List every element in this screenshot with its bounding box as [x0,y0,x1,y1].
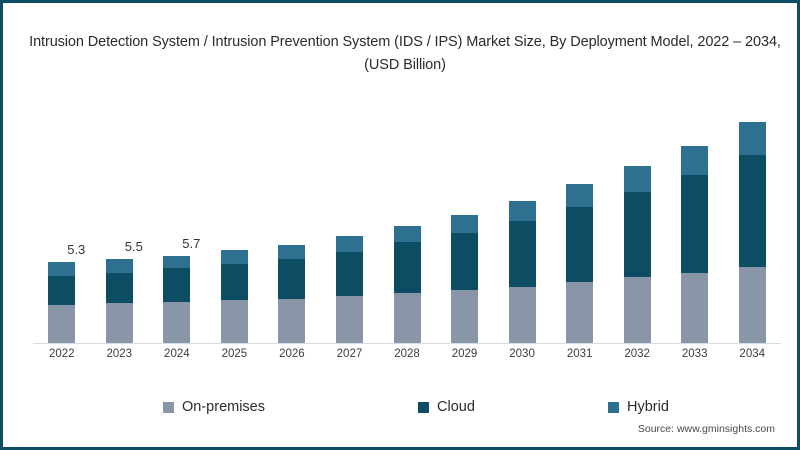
x-axis-baseline [33,343,781,344]
bar-value-label-2023: 5.5 [124,239,143,255]
bar-value-label-2024: 5.7 [182,236,201,252]
x-tick-2027: 2027 [336,348,363,360]
stacked-bar[interactable] [335,236,363,343]
stacked-bar[interactable] [393,225,421,343]
bar-group-2030[interactable] [494,201,550,343]
stacked-bar[interactable]: 5.3 [48,242,85,343]
bar-segment-on-premises-2026[interactable] [278,298,306,343]
legend-swatch-on-premises [163,401,174,413]
chart-inner-frame: Intrusion Detection System / Intrusion P… [6,6,797,447]
bar-segment-on-premises-2031[interactable] [566,282,594,343]
bar-segment-hybrid-2031[interactable] [566,184,594,208]
bar-group-2022[interactable]: 5.3 [34,242,90,343]
x-tick-2033: 2033 [681,348,708,360]
bar-group-2032[interactable] [609,166,665,343]
bar-group-2027[interactable] [321,236,377,343]
chart-legend: On-premises Cloud Hybrid [33,399,781,425]
bar-segment-cloud-2025[interactable] [220,263,248,301]
stacked-bar[interactable] [623,166,651,343]
source-attribution: Source: www.gminsights.com [637,423,775,435]
x-tick-2026: 2026 [279,348,305,360]
bar-group-2026[interactable] [264,245,320,343]
bar-segment-hybrid-2032[interactable] [623,166,651,193]
bar-segment-on-premises-2033[interactable] [681,272,709,343]
stacked-bar[interactable]: 5.5 [105,239,143,343]
bar-segment-cloud-2022[interactable] [48,275,76,305]
bar-group-2031[interactable] [552,184,608,343]
legend-item-cloud[interactable]: Cloud [418,399,475,415]
x-tick-2025: 2025 [221,348,248,360]
stacked-bar[interactable] [220,250,248,343]
bar-group-2034[interactable] [724,121,780,343]
stacked-bar[interactable] [566,184,594,343]
bar-segment-hybrid-2024[interactable] [163,256,191,269]
bar-group-2029[interactable] [437,214,493,343]
legend-label: Cloud [437,399,475,415]
stacked-bar[interactable] [508,201,536,343]
bar-segment-on-premises-2024[interactable] [163,301,191,343]
bar-group-2028[interactable] [379,225,435,343]
bar-segment-cloud-2023[interactable] [105,272,133,304]
legend-swatch-cloud [418,401,429,413]
bar-segment-on-premises-2025[interactable] [220,300,248,343]
bar-segment-on-premises-2030[interactable] [508,286,536,343]
bar-segment-on-premises-2027[interactable] [335,295,363,343]
bar-group-2024[interactable]: 5.7 [149,236,205,343]
legend-label: Hybrid [627,399,669,415]
bar-segment-on-premises-2028[interactable] [393,292,421,343]
bar-segment-hybrid-2022[interactable] [48,262,76,276]
bar-segment-hybrid-2025[interactable] [220,250,248,264]
x-axis-tick-labels: 2022 2023 2024 2025 2026 2027 2028 2029 2030 2031… [33,348,781,368]
x-tick-2028: 2028 [394,348,420,360]
plot-area: 5.3 5.5 5.7 [33,99,781,344]
bar-segment-hybrid-2034[interactable] [738,121,766,156]
bar-value-label-2022: 5.3 [67,242,86,258]
stacked-bar[interactable] [681,146,709,343]
bar-segment-hybrid-2030[interactable] [508,201,536,222]
bar-segment-cloud-2028[interactable] [393,242,421,293]
x-tick-2032: 2032 [624,348,650,360]
stacked-bar[interactable]: 5.7 [163,236,200,343]
bar-segment-on-premises-2023[interactable] [105,303,133,343]
bar-segment-cloud-2031[interactable] [566,207,594,282]
bar-group-2025[interactable] [206,250,262,343]
legend-item-hybrid[interactable]: Hybrid [608,399,669,415]
bar-segment-on-premises-2022[interactable] [48,304,76,343]
bar-segment-hybrid-2028[interactable] [393,225,421,243]
page-title: Intrusion Detection System / Intrusion P… [29,34,781,73]
stacked-bar[interactable] [738,121,766,343]
bar-segment-cloud-2032[interactable] [623,192,651,278]
bar-segment-on-premises-2032[interactable] [623,277,651,343]
bar-segment-hybrid-2027[interactable] [335,236,363,252]
x-tick-2031: 2031 [566,348,593,360]
bar-segment-on-premises-2034[interactable] [738,266,766,343]
legend-swatch-hybrid [608,401,619,413]
bar-segment-cloud-2034[interactable] [738,155,766,267]
legend-item-on-premises[interactable]: On-premises [163,399,265,415]
legend-label: On-premises [182,399,265,415]
x-tick-2023: 2023 [106,348,133,360]
bar-segment-cloud-2027[interactable] [335,251,363,296]
bar-segment-hybrid-2026[interactable] [278,245,306,260]
bar-segment-cloud-2033[interactable] [681,175,709,273]
bar-segment-hybrid-2023[interactable] [105,259,133,273]
bar-segment-cloud-2030[interactable] [508,221,536,287]
bar-group-2023[interactable]: 5.5 [91,239,147,343]
bar-segment-cloud-2024[interactable] [163,268,191,302]
bar-group-2033[interactable] [667,146,723,343]
stacked-bar[interactable] [451,214,479,343]
x-tick-2022: 2022 [48,348,75,360]
x-tick-2024: 2024 [164,348,190,360]
bar-segment-hybrid-2033[interactable] [681,146,709,176]
bar-segment-cloud-2026[interactable] [278,259,306,299]
x-tick-2029: 2029 [451,348,478,360]
x-tick-2030: 2030 [509,348,535,360]
x-tick-2034: 2034 [739,348,766,360]
bar-segment-hybrid-2029[interactable] [451,214,479,234]
stacked-bar[interactable] [278,245,306,343]
bar-segment-cloud-2029[interactable] [451,233,479,290]
bar-segment-on-premises-2029[interactable] [451,289,479,343]
